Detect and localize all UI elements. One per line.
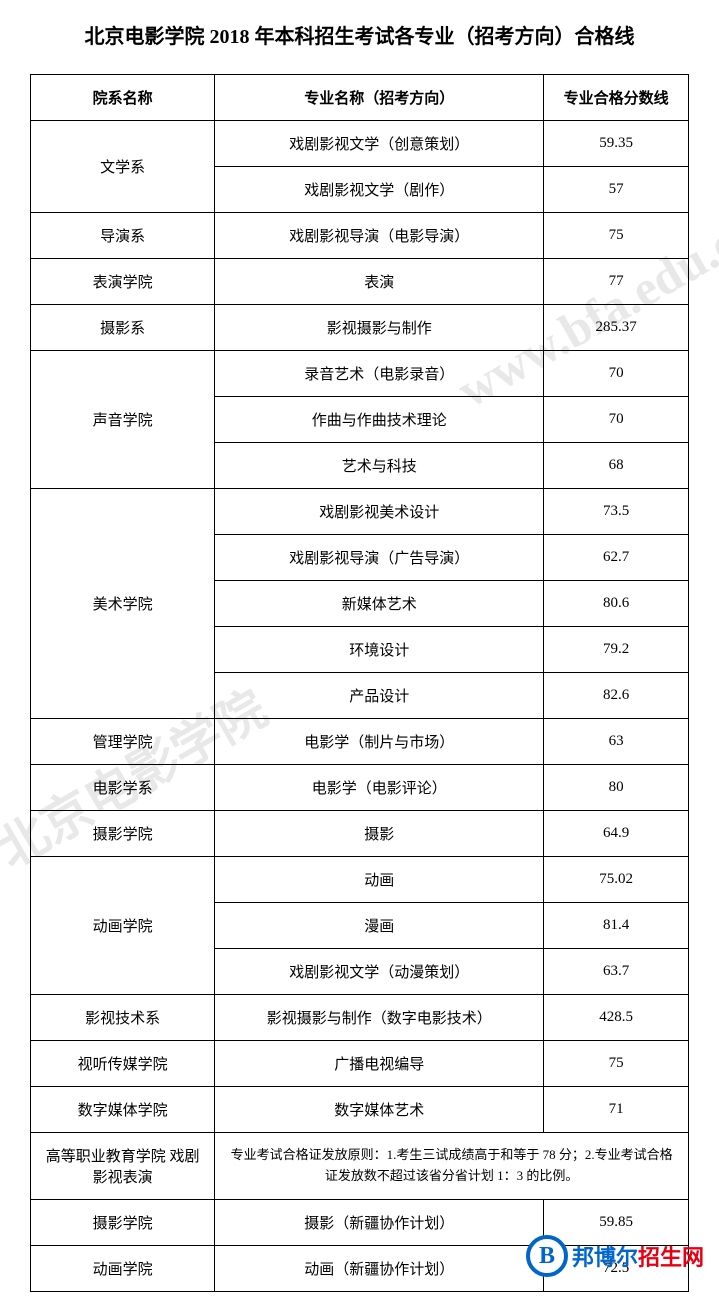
cell-score: 63.7 xyxy=(544,949,689,995)
cell-score: 82.6 xyxy=(544,673,689,719)
cell-dept: 声音学院 xyxy=(31,351,215,489)
cell-score: 428.5 xyxy=(544,995,689,1041)
cell-dept: 电影学系 xyxy=(31,765,215,811)
cell-major: 戏剧影视文学（动漫策划） xyxy=(215,949,544,995)
cell-score: 57 xyxy=(544,167,689,213)
cell-major: 动画（新疆协作计划） xyxy=(215,1246,544,1292)
table-row: 导演系戏剧影视导演（电影导演）75 xyxy=(31,213,689,259)
table-row: 摄影系影视摄影与制作285.37 xyxy=(31,305,689,351)
cell-major: 漫画 xyxy=(215,903,544,949)
table-row: 摄影学院摄影64.9 xyxy=(31,811,689,857)
cell-score: 80 xyxy=(544,765,689,811)
cell-score: 62.7 xyxy=(544,535,689,581)
table-row: 声音学院录音艺术（电影录音）70 xyxy=(31,351,689,397)
table-row: 数字媒体学院数字媒体艺术71 xyxy=(31,1087,689,1133)
cell-major: 表演 xyxy=(215,259,544,305)
cell-dept: 管理学院 xyxy=(31,719,215,765)
cell-dept: 导演系 xyxy=(31,213,215,259)
cell-dept: 美术学院 xyxy=(31,489,215,719)
header-score: 专业合格分数线 xyxy=(544,75,689,121)
logo-letter-icon: B xyxy=(526,1235,568,1277)
cell-score: 59.35 xyxy=(544,121,689,167)
cell-score: 68 xyxy=(544,443,689,489)
cell-score: 63 xyxy=(544,719,689,765)
table-row: 高等职业教育学院 戏剧影视表演专业考试合格证发放原则：1.考生三试成绩高于和等于… xyxy=(31,1133,689,1200)
table-row: 管理学院电影学（制片与市场）63 xyxy=(31,719,689,765)
cell-dept: 摄影学院 xyxy=(31,811,215,857)
site-logo: B 邦博尔招生网 xyxy=(526,1235,704,1277)
cell-major: 摄影（新疆协作计划） xyxy=(215,1200,544,1246)
cell-score: 75.02 xyxy=(544,857,689,903)
cell-major: 广播电视编导 xyxy=(215,1041,544,1087)
table-header-row: 院系名称 专业名称（招考方向） 专业合格分数线 xyxy=(31,75,689,121)
table-row: 动画学院动画75.02 xyxy=(31,857,689,903)
cell-note: 专业考试合格证发放原则：1.考生三试成绩高于和等于 78 分；2.专业考试合格证… xyxy=(215,1133,689,1200)
cell-dept: 文学系 xyxy=(31,121,215,213)
table-row: 电影学系电影学（电影评论）80 xyxy=(31,765,689,811)
admission-scores-table: 院系名称 专业名称（招考方向） 专业合格分数线 文学系戏剧影视文学（创意策划）5… xyxy=(30,74,689,1292)
table-row: 文学系戏剧影视文学（创意策划）59.35 xyxy=(31,121,689,167)
page-title: 北京电影学院 2018 年本科招生考试各专业（招考方向）合格线 xyxy=(30,20,689,49)
cell-major: 电影学（电影评论） xyxy=(215,765,544,811)
table-row: 表演学院表演77 xyxy=(31,259,689,305)
cell-major: 摄影 xyxy=(215,811,544,857)
header-dept: 院系名称 xyxy=(31,75,215,121)
cell-major: 戏剧影视美术设计 xyxy=(215,489,544,535)
cell-dept: 数字媒体学院 xyxy=(31,1087,215,1133)
cell-major: 电影学（制片与市场） xyxy=(215,719,544,765)
cell-major: 环境设计 xyxy=(215,627,544,673)
cell-score: 75 xyxy=(544,213,689,259)
cell-major: 戏剧影视文学（剧作） xyxy=(215,167,544,213)
cell-score: 64.9 xyxy=(544,811,689,857)
logo-text-red: 招生网 xyxy=(638,1245,704,1270)
cell-major: 艺术与科技 xyxy=(215,443,544,489)
cell-major: 戏剧影视导演（电影导演） xyxy=(215,213,544,259)
cell-dept: 影视技术系 xyxy=(31,995,215,1041)
cell-dept: 视听传媒学院 xyxy=(31,1041,215,1087)
table-row: 视听传媒学院广播电视编导75 xyxy=(31,1041,689,1087)
header-major: 专业名称（招考方向） xyxy=(215,75,544,121)
table-row: 美术学院戏剧影视美术设计73.5 xyxy=(31,489,689,535)
cell-dept: 摄影学院 xyxy=(31,1200,215,1246)
cell-major: 新媒体艺术 xyxy=(215,581,544,627)
cell-dept: 表演学院 xyxy=(31,259,215,305)
cell-dept: 动画学院 xyxy=(31,857,215,995)
logo-text-blue: 邦博尔 xyxy=(572,1245,638,1270)
cell-score: 71 xyxy=(544,1087,689,1133)
cell-score: 80.6 xyxy=(544,581,689,627)
table-row: 影视技术系影视摄影与制作（数字电影技术）428.5 xyxy=(31,995,689,1041)
cell-dept: 动画学院 xyxy=(31,1246,215,1292)
cell-score: 70 xyxy=(544,351,689,397)
cell-score: 285.37 xyxy=(544,305,689,351)
cell-score: 77 xyxy=(544,259,689,305)
cell-major: 影视摄影与制作（数字电影技术） xyxy=(215,995,544,1041)
cell-major: 动画 xyxy=(215,857,544,903)
cell-score: 75 xyxy=(544,1041,689,1087)
cell-score: 81.4 xyxy=(544,903,689,949)
cell-major: 作曲与作曲技术理论 xyxy=(215,397,544,443)
cell-major: 产品设计 xyxy=(215,673,544,719)
cell-score: 79.2 xyxy=(544,627,689,673)
cell-score: 70 xyxy=(544,397,689,443)
cell-major: 戏剧影视导演（广告导演） xyxy=(215,535,544,581)
cell-major: 影视摄影与制作 xyxy=(215,305,544,351)
cell-dept: 摄影系 xyxy=(31,305,215,351)
cell-major: 戏剧影视文学（创意策划） xyxy=(215,121,544,167)
cell-major: 数字媒体艺术 xyxy=(215,1087,544,1133)
cell-major: 录音艺术（电影录音） xyxy=(215,351,544,397)
logo-text: 邦博尔招生网 xyxy=(572,1240,704,1272)
cell-score: 73.5 xyxy=(544,489,689,535)
cell-dept: 高等职业教育学院 戏剧影视表演 xyxy=(31,1133,215,1200)
